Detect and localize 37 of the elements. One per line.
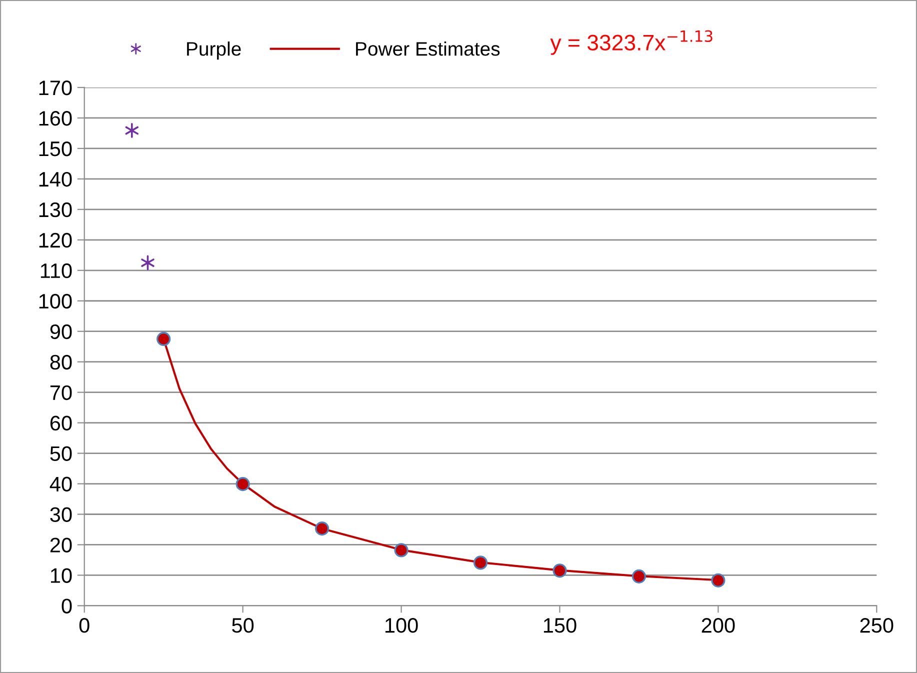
y-tick-label: 50	[50, 446, 72, 462]
y-tick-label: 10	[50, 568, 72, 583]
y-tick-label: 40	[50, 476, 72, 492]
x-tick-label: 150	[544, 618, 576, 633]
text: y = 3323.7x$^{−1.13}$	[550, 30, 712, 55]
point	[473, 556, 488, 570]
y-tick-label: 20	[50, 538, 72, 552]
x-tick-label: 200	[702, 618, 735, 633]
y-tick-label: 30	[50, 507, 72, 522]
y-tick-label: 170	[39, 80, 72, 96]
legend-label: Purple	[187, 42, 241, 60]
y-tick-label: 90	[50, 324, 72, 340]
point	[632, 569, 646, 584]
x-tick-label: 0	[79, 618, 90, 633]
x-tick-label: 250	[860, 618, 894, 633]
y-tick-label: 120	[39, 232, 72, 248]
point	[141, 255, 154, 270]
point	[156, 332, 171, 346]
y-tick-label: 70	[50, 385, 72, 400]
y-tick-label: 80	[50, 354, 72, 370]
y-tick-label: 130	[39, 202, 72, 218]
point	[552, 564, 567, 578]
y-tick-label: 160	[39, 110, 72, 126]
y-tick-label: 140	[39, 172, 72, 187]
legend-label: Power Estimates	[356, 42, 500, 56]
point	[394, 543, 408, 558]
y-tick-label: 110	[40, 263, 72, 278]
y-tick-label: 100	[39, 294, 72, 309]
x-tick-label: 100	[385, 618, 418, 633]
point	[236, 477, 250, 492]
point	[125, 122, 139, 138]
point	[315, 522, 330, 536]
y-tick-label: 150	[39, 141, 72, 156]
y-tick-label: 60	[50, 416, 72, 431]
point	[711, 573, 726, 588]
x-tick-label: 50	[232, 618, 254, 633]
y-tick-label: 0	[62, 598, 72, 614]
